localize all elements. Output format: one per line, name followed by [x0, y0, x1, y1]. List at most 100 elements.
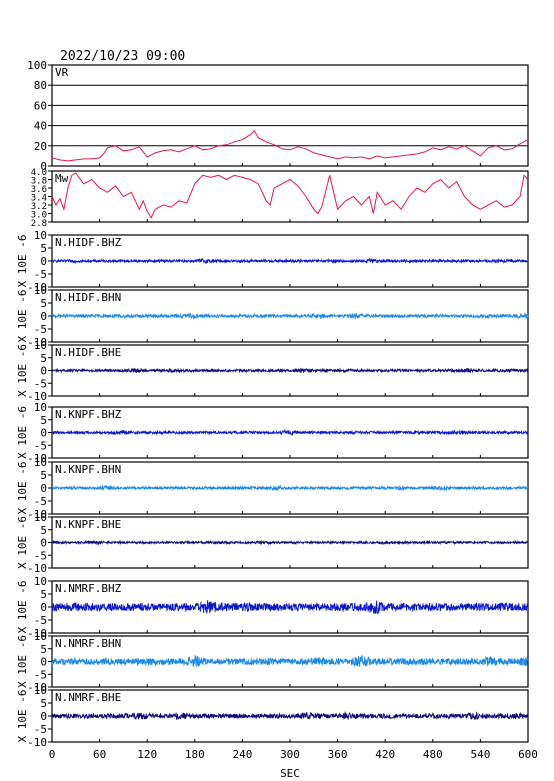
y-axis-label: X 10E -6 — [16, 581, 29, 634]
panel-title: N.NMRF.BHN — [55, 637, 121, 650]
y-tick-label: -5 — [34, 377, 47, 390]
x-tick-label: 360 — [328, 748, 348, 761]
panel-title: N.KNPF.BHN — [55, 463, 121, 476]
x-tick-label: 420 — [375, 748, 395, 761]
y-tick-label: -10 — [27, 736, 47, 749]
waveform-trace — [51, 367, 529, 374]
y-axis-label: X 10E -6 — [16, 516, 29, 569]
y-tick-label: 10 — [34, 401, 47, 414]
y-tick-label: 5 — [40, 352, 47, 365]
x-axis-label: SEC — [280, 767, 300, 780]
y-tick-label: -5 — [34, 723, 47, 736]
waveform-trace — [51, 539, 529, 546]
y-tick-label: 20 — [34, 140, 47, 153]
y-tick-label: 0 — [40, 537, 47, 550]
y-tick-label: -10 — [27, 627, 47, 640]
x-axis: 0 60 120 180 240 300 360 420 480 540 600 SEC — [49, 748, 538, 780]
waveform-trace — [51, 710, 529, 721]
y-axis-label: X 10E -6 — [16, 290, 29, 343]
y-tick-label: 40 — [34, 120, 47, 133]
panel-title: N.KNPF.BHE — [55, 518, 121, 531]
x-tick-label: 480 — [423, 748, 443, 761]
y-tick-label: -5 — [34, 323, 47, 336]
y-tick-label: 10 — [34, 456, 47, 469]
y-tick-label: 5 — [40, 242, 47, 255]
series-line — [51, 129, 529, 162]
waveform-trace — [51, 654, 529, 668]
y-tick-label: 3.8 — [31, 177, 47, 187]
y-tick-label: 5 — [40, 524, 47, 537]
y-tick-label: -10 — [27, 336, 47, 349]
panel-mw: 2.83.03.23.43.63.84.0 Mw — [31, 168, 529, 229]
x-tick-label: 300 — [280, 748, 300, 761]
y-tick-label: 0 — [40, 255, 47, 268]
y-tick-label: 10 — [34, 630, 47, 643]
y-tick-label: -5 — [34, 495, 47, 508]
y-tick-label: -5 — [34, 439, 47, 452]
y-tick-label: 5 — [40, 414, 47, 427]
y-tick-label: -10 — [27, 281, 47, 294]
y-tick-label: -10 — [27, 681, 47, 694]
panel-title: N.HIDF.BHN — [55, 291, 121, 304]
y-axis-label: X 10E -6 — [16, 235, 29, 288]
waveform-trace — [51, 600, 529, 615]
panel-title: N.KNPF.BHZ — [55, 408, 122, 421]
y-axis-label: X 10E -6 — [16, 462, 29, 515]
y-tick-label: 10 — [34, 229, 47, 242]
y-tick-label: 3.2 — [31, 202, 47, 212]
y-tick-label: 0 — [40, 310, 47, 323]
x-tick-label: 120 — [137, 748, 157, 761]
y-tick-label: 10 — [34, 684, 47, 697]
y-tick-label: 4.0 — [31, 168, 47, 178]
y-tick-label: 2.8 — [31, 219, 47, 229]
panel-title: N.HIDF.BHE — [55, 346, 121, 359]
y-axis-label: X 10E -6 — [16, 406, 29, 459]
y-tick-label: 3.4 — [31, 194, 47, 204]
y-tick-label: 3.6 — [31, 185, 47, 195]
x-tick-label: 60 — [93, 748, 106, 761]
panel-title: N.NMRF.BHZ — [55, 582, 122, 595]
y-tick-label: 10 — [34, 575, 47, 588]
x-tick-label: 180 — [185, 748, 205, 761]
y-tick-label: 10 — [34, 511, 47, 524]
panel-title: Mw — [55, 172, 69, 185]
panel-title: VR — [55, 66, 69, 79]
panel-title: N.HIDF.BHZ — [55, 236, 122, 249]
x-tick-label: 600 — [518, 748, 538, 761]
waveform-trace — [51, 484, 529, 492]
waveform-trace — [51, 312, 529, 320]
y-tick-label: -5 — [34, 268, 47, 281]
y-tick-label: 100 — [27, 59, 47, 72]
x-tick-label: 540 — [470, 748, 490, 761]
y-axis-label: X 10E -6 — [16, 635, 29, 688]
y-tick-label: 5 — [40, 643, 47, 656]
panel-vr: 0 20 40 60 80 100 VR — [27, 59, 529, 173]
panel-title: N.NMRF.BHE — [55, 691, 121, 704]
y-tick-label: -5 — [34, 614, 47, 627]
y-axis-label: X 10E -6 — [16, 344, 29, 397]
y-tick-label: 0 — [40, 482, 47, 495]
y-axis-label: X 10E -6 — [16, 690, 29, 743]
y-tick-label: 5 — [40, 297, 47, 310]
y-tick-label: 10 — [34, 284, 47, 297]
x-tick-label: 0 — [49, 748, 56, 761]
y-tick-label: 60 — [34, 99, 47, 112]
waveform-trace — [51, 257, 529, 265]
y-tick-label: -5 — [34, 549, 47, 562]
y-tick-label: 0 — [40, 710, 47, 723]
y-tick-label: 0 — [40, 365, 47, 378]
y-tick-label: 10 — [34, 339, 47, 352]
date-time-title: 2022/10/23 09:00 — [60, 49, 186, 64]
y-tick-label: -10 — [27, 508, 47, 521]
y-tick-label: 5 — [40, 697, 47, 710]
